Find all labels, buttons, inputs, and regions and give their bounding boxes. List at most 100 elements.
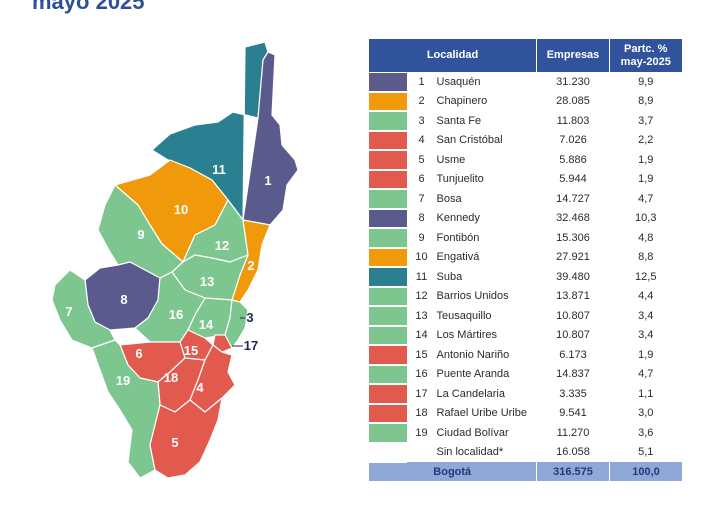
row-partc: 1,9	[638, 348, 654, 361]
table-row[interactable]: 16 Puente Aranda 14.837 4,7	[368, 364, 683, 385]
map-label-10: 10	[174, 202, 188, 217]
row-empresas: 11.270	[556, 426, 590, 439]
map-label-17: 17	[244, 338, 258, 353]
table-row[interactable]: 3 Santa Fe 11.803 3,7	[368, 111, 683, 132]
row-localidad: Los Mártires	[436, 329, 498, 342]
row-partc: 4,7	[638, 368, 654, 381]
row-number: 18	[415, 407, 428, 420]
map-label-12: 12	[215, 238, 229, 253]
row-swatch	[368, 169, 407, 190]
table-row[interactable]: 10 Engativá 27.921 8,8	[368, 247, 683, 268]
row-swatch	[368, 384, 407, 405]
row-number: 5	[418, 153, 425, 166]
row-empresas: 5.944	[559, 173, 587, 186]
row-number: 3	[418, 114, 425, 127]
row-localidad: Engativá	[436, 251, 480, 264]
row-localidad: Suba	[436, 270, 463, 283]
map-label-7: 7	[65, 304, 72, 319]
map-label-18: 18	[164, 370, 178, 385]
table-row[interactable]: 17 La Candelaria 3.335 1,1	[368, 384, 683, 405]
table-row[interactable]: 14 Los Mártires 10.807 3,4	[368, 325, 683, 346]
row-empresas: 27.921	[556, 251, 590, 264]
row-empresas: 5.886	[559, 153, 587, 166]
row-swatch	[368, 150, 407, 171]
table-row[interactable]: 9 Fontibón 15.306 4,8	[368, 228, 683, 249]
header-partc-line2: may-2025	[620, 55, 671, 68]
row-localidad: Fontibón	[436, 231, 480, 244]
row-localidad: Usme	[436, 153, 466, 166]
row-swatch	[368, 325, 407, 346]
table-row[interactable]: 8 Kennedy 32.468 10,3	[368, 208, 683, 229]
row-swatch	[368, 403, 407, 424]
table-row[interactable]: 19 Ciudad Bolívar 11.270 3,6	[368, 423, 683, 444]
row-swatch	[368, 286, 407, 307]
map-label-9: 9	[137, 227, 144, 242]
row-swatch	[368, 130, 407, 151]
map-label-11: 11	[212, 162, 226, 177]
row-partc: 3,4	[638, 309, 654, 322]
row-number: 1	[418, 76, 425, 89]
map-label-15: 15	[184, 343, 198, 358]
row-partc: 3,6	[638, 426, 654, 439]
row-swatch	[368, 111, 407, 132]
row-empresas: 32.468	[556, 212, 590, 225]
row-empresas: 31.230	[556, 76, 590, 89]
row-number: 14	[415, 329, 428, 342]
table-header-row: Localidad Empresas Partc. % may-2025	[368, 38, 683, 73]
row-swatch	[368, 247, 407, 268]
row-localidad: Chapinero	[436, 95, 488, 108]
row-empresas: 3.335	[559, 387, 587, 400]
row-empresas: 28.085	[556, 95, 590, 108]
row-number: 8	[418, 212, 425, 225]
row-localidad: Sin localidad*	[436, 446, 504, 459]
row-empresas: 14.837	[556, 368, 590, 381]
table-row[interactable]: 5 Usme 5.886 1,9	[368, 150, 683, 171]
map-district-1[interactable]	[242, 51, 299, 226]
row-number: 17	[415, 387, 428, 400]
table-row[interactable]: 18 Rafael Uribe Uribe 9.541 3,0	[368, 403, 683, 424]
table-row[interactable]: 2 Chapinero 28.085 8,9	[368, 91, 683, 112]
table-row[interactable]: 4 San Cristóbal 7.026 2,2	[368, 130, 683, 151]
row-number: 4	[418, 134, 425, 147]
row-empresas: 15.306	[556, 231, 590, 244]
map-label-19: 19	[116, 373, 130, 388]
map-district-4[interactable]	[189, 344, 236, 413]
row-partc: 1,1	[638, 387, 654, 400]
map-district-3[interactable]	[224, 299, 249, 349]
row-swatch	[368, 364, 407, 385]
row-swatch	[368, 267, 407, 288]
row-swatch	[368, 91, 407, 112]
row-localidad: Santa Fe	[436, 114, 482, 127]
map-district-7[interactable]	[51, 269, 116, 349]
row-localidad: Tunjuelito	[436, 173, 484, 186]
row-partc: 3,4	[638, 329, 654, 342]
table-row[interactable]: 11 Suba 39.480 12,5	[368, 267, 683, 288]
row-partc: 8,9	[638, 95, 654, 108]
row-number	[407, 443, 437, 463]
row-number: 7	[418, 192, 425, 205]
map-district-5[interactable]	[149, 397, 223, 479]
row-empresas: 14.727	[556, 192, 590, 205]
header-localidad: Localidad	[368, 38, 537, 73]
map-district-17[interactable]	[212, 334, 233, 353]
table-row[interactable]: 6 Tunjuelito 5.944 1,9	[368, 169, 683, 190]
row-partc: 4,4	[638, 290, 654, 303]
table-row[interactable]: 15 Antonio Nariño 6.173 1,9	[368, 345, 683, 366]
bogota-localidades-map: 11 1 10 9 12 2 13 8 7 16 14 3 17 15 6 18…	[51, 41, 299, 479]
table-row[interactable]: 7 Bosa 14.727 4,7	[368, 189, 683, 210]
table-row[interactable]: 1 Usaquén 31.230 9,9	[368, 72, 683, 93]
table-row[interactable]: Sin localidad* 16.058 5,1	[368, 442, 683, 463]
row-swatch	[368, 345, 407, 366]
row-swatch	[368, 228, 407, 249]
row-empresas: 16.058	[556, 446, 590, 459]
map-label-13: 13	[200, 274, 214, 289]
total-label: Bogotá	[368, 462, 537, 481]
table-row[interactable]: 12 Barrios Unidos 13.871 4,4	[368, 286, 683, 307]
row-localidad: Antonio Nariño	[436, 348, 510, 361]
row-number: 11	[415, 270, 428, 283]
table-row[interactable]: 13 Teusaquillo 10.807 3,4	[368, 306, 683, 327]
row-localidad: Barrios Unidos	[436, 290, 509, 303]
row-empresas: 6.173	[559, 348, 587, 361]
row-empresas: 39.480	[556, 270, 590, 283]
map-label-6: 6	[135, 346, 142, 361]
